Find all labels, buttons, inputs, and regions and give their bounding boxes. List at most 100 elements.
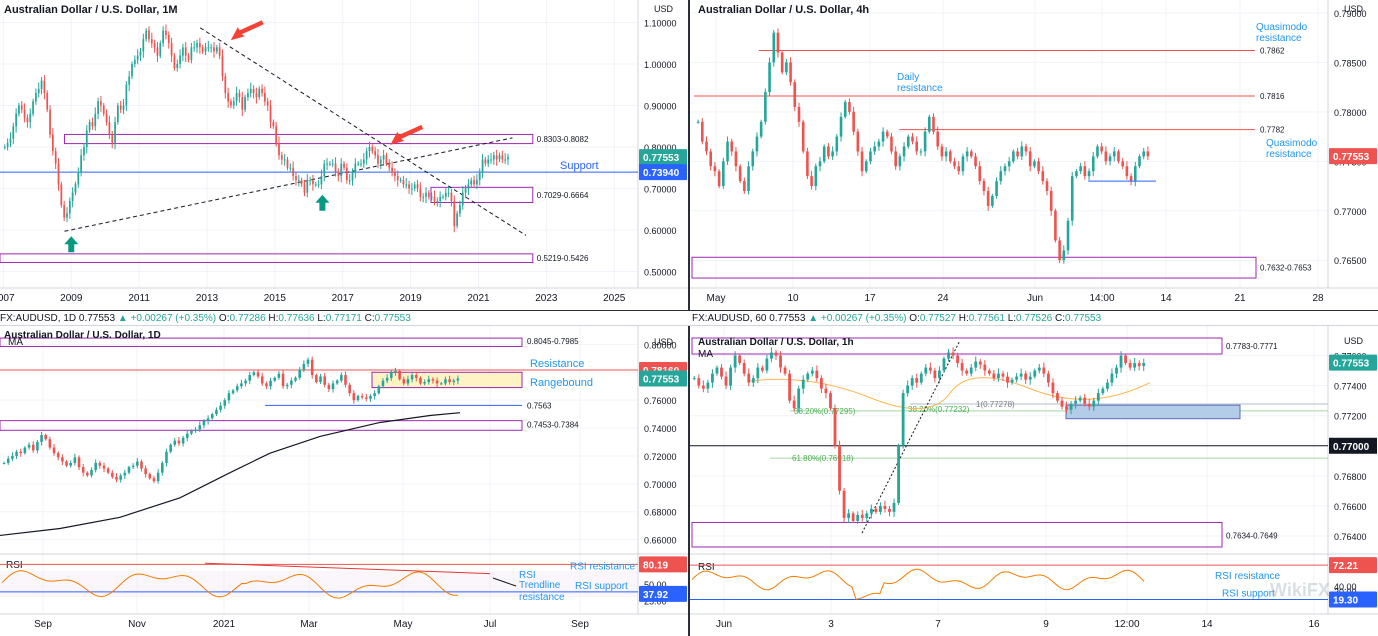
daily-chart-svg[interactable]: 0.800000.780000.760000.740000.720000.700…	[0, 326, 688, 636]
chart-panel-daily[interactable]: 0.800000.780000.760000.740000.720000.700…	[0, 326, 688, 636]
red-arrow-icon	[230, 20, 264, 41]
y-tick-label: 0.77400	[1334, 382, 1367, 392]
daily-candle	[315, 375, 318, 383]
daily-candle	[456, 378, 460, 381]
monthly-candle	[385, 155, 388, 164]
y-tick-label: 1.00000	[644, 60, 677, 70]
x-tick-label: 3	[828, 619, 834, 630]
hourly-candle	[919, 373, 923, 383]
monthly-candle	[102, 105, 105, 114]
4h-candle	[940, 146, 944, 157]
daily-candle	[144, 468, 147, 475]
symbol-label: FX:AUDUSD, 1D	[0, 313, 77, 324]
daily-candle	[194, 429, 197, 431]
hourly-candle	[779, 355, 782, 368]
hourly-candle	[720, 367, 723, 377]
monthly-candle	[348, 180, 351, 182]
level-label: 0.7563	[527, 401, 552, 410]
4h-candle	[730, 141, 734, 152]
rsi-label: RSI support	[575, 581, 628, 592]
chart-panel-1h[interactable]: 0.776000.774000.772000.770000.768000.766…	[690, 326, 1378, 636]
monthly-candle	[368, 147, 371, 152]
4h-candle	[932, 116, 935, 132]
panel-divider-horizontal[interactable]: FX:AUDUSD, 1D 0.77553 ▲ +0.00267 (+0.35%…	[0, 310, 1378, 326]
monthly-candle	[450, 192, 453, 201]
monthly-candle	[57, 163, 60, 185]
monthly-candle	[190, 47, 193, 60]
4h-chart-svg[interactable]: 0.790000.785000.780000.775000.770000.765…	[690, 0, 1378, 310]
hourly-candle	[992, 373, 996, 379]
chart-panel-4h[interactable]: 0.790000.785000.780000.775000.770000.765…	[690, 0, 1378, 310]
hourly-candle	[906, 385, 910, 394]
price-label-bg	[1329, 354, 1377, 371]
daily-candle	[111, 472, 114, 477]
monthly-candle	[280, 155, 283, 160]
4h-candle	[764, 92, 767, 122]
daily-candle	[377, 386, 381, 394]
y-tick-label: 0.72000	[644, 452, 677, 462]
hourly-candle	[692, 378, 696, 380]
monthly-candle	[198, 43, 201, 48]
x-tick-label: 2017	[332, 293, 355, 304]
rsi-label: Trendline	[519, 580, 561, 591]
monthly-candle	[215, 47, 218, 52]
hourly-candle	[792, 400, 796, 409]
monthly-candle	[125, 84, 128, 106]
monthly-chart-svg[interactable]: 1.10000 1.00000 0.90000 0.80000 0.70000 0.600…	[0, 0, 688, 310]
4h-candle	[785, 62, 788, 73]
hourly-candle	[815, 370, 819, 379]
daily-candle	[27, 444, 31, 448]
4h-candle	[860, 151, 864, 172]
zone-label: 0.7453-0.7384	[527, 421, 579, 430]
monthly-candle	[150, 39, 153, 44]
monthly-candle	[433, 196, 436, 201]
daily-candle	[23, 447, 27, 454]
hourly-candle	[1115, 367, 1118, 374]
daily-candle	[161, 462, 164, 473]
hourly-candle	[738, 355, 742, 364]
y-tick-label: 0.76000	[644, 396, 677, 406]
4h-candle	[944, 151, 948, 157]
4h-candle	[953, 161, 956, 167]
monthly-candle	[23, 109, 26, 118]
4h-candle	[1003, 166, 1007, 172]
daily-candle	[19, 451, 23, 454]
hourly-candle	[1060, 400, 1064, 407]
price-label-bg	[1329, 148, 1377, 165]
zone-rect	[430, 186, 534, 203]
monthly-candle	[467, 184, 470, 189]
x-tick-label: Mar	[300, 619, 318, 630]
x-tick-label: May	[707, 293, 726, 304]
monthly-candle	[119, 105, 122, 110]
high-label: H:	[268, 313, 279, 324]
daily-candle	[240, 383, 243, 387]
zone-label: 0.8045-0.7985	[527, 337, 579, 346]
4h-candle	[793, 82, 797, 107]
chart-panel-monthly[interactable]: 1.10000 1.00000 0.90000 0.80000 0.70000 0.600…	[0, 0, 688, 310]
monthly-candle	[425, 192, 427, 197]
y-tick-label: 0.68000	[644, 508, 677, 518]
hourly-candle	[765, 358, 769, 371]
4h-candle	[755, 136, 759, 152]
hourly-candle	[897, 445, 900, 503]
monthly-candle	[264, 93, 266, 102]
monthly-candle	[145, 30, 148, 40]
zone-label: 0.8303-0.8082	[537, 135, 589, 144]
y-tick-label: 0.80000	[644, 143, 677, 153]
1h-chart-svg[interactable]: 0.776000.774000.772000.770000.768000.766…	[690, 326, 1378, 636]
4h-candle	[1079, 166, 1082, 172]
monthly-candle	[213, 47, 215, 52]
hourly-candle	[956, 355, 959, 364]
4h-candle	[965, 151, 969, 157]
daily-candle	[298, 369, 301, 378]
monthly-candle	[244, 97, 246, 110]
moving-average-line	[749, 377, 1151, 410]
hourly-candle	[1096, 393, 1100, 401]
x-tick-label: Nov	[128, 619, 146, 630]
hourly-candle	[969, 367, 973, 374]
fib-label: 38.20%(0.77232)	[908, 405, 970, 414]
monthly-candle	[32, 101, 34, 114]
daily-candle	[148, 474, 152, 479]
hourly-candle	[1110, 373, 1114, 383]
daily-candle	[86, 472, 89, 476]
